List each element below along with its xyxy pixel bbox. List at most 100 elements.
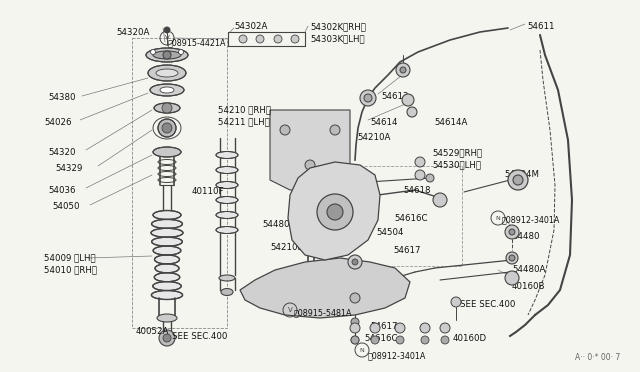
Text: 54530〈LH〉: 54530〈LH〉 <box>432 160 481 169</box>
Text: 54617: 54617 <box>393 246 420 255</box>
Text: 40110F: 40110F <box>192 187 225 196</box>
Text: V: V <box>287 307 292 313</box>
Text: 54036: 54036 <box>48 186 76 195</box>
Circle shape <box>256 35 264 43</box>
Text: 54320: 54320 <box>48 148 76 157</box>
Text: 54504M: 54504M <box>504 170 539 179</box>
Ellipse shape <box>160 87 174 93</box>
Circle shape <box>396 63 410 77</box>
Ellipse shape <box>153 51 181 59</box>
Circle shape <box>509 255 515 261</box>
Ellipse shape <box>216 182 238 189</box>
Text: SEE SEC.400: SEE SEC.400 <box>172 332 227 341</box>
Circle shape <box>350 323 360 333</box>
Text: SEE SEC.400: SEE SEC.400 <box>460 300 515 309</box>
Circle shape <box>317 194 353 230</box>
Circle shape <box>505 271 519 285</box>
Circle shape <box>426 174 434 182</box>
Text: 54480A: 54480A <box>512 265 545 274</box>
Text: 40052A: 40052A <box>136 327 170 336</box>
Text: 54329: 54329 <box>55 164 83 173</box>
Circle shape <box>351 336 359 344</box>
Circle shape <box>162 103 172 113</box>
Circle shape <box>274 35 282 43</box>
Circle shape <box>352 259 358 265</box>
Text: 54617: 54617 <box>370 322 397 331</box>
Text: Ⓥ08915-5481A: Ⓥ08915-5481A <box>294 308 353 317</box>
Circle shape <box>159 330 175 346</box>
Ellipse shape <box>162 123 172 133</box>
Circle shape <box>163 51 171 59</box>
Text: 54210A: 54210A <box>357 133 390 142</box>
Ellipse shape <box>154 273 180 282</box>
Text: N: N <box>360 347 364 353</box>
Text: 54611: 54611 <box>527 22 554 31</box>
Text: 54380: 54380 <box>48 93 76 102</box>
Ellipse shape <box>154 103 180 113</box>
Circle shape <box>179 49 184 55</box>
Text: ⓓ08912-3401A: ⓓ08912-3401A <box>368 351 426 360</box>
Polygon shape <box>288 162 380 260</box>
Text: 54504: 54504 <box>376 228 403 237</box>
Circle shape <box>421 336 429 344</box>
Text: 54613: 54613 <box>381 92 408 101</box>
Bar <box>342 166 462 266</box>
Ellipse shape <box>158 119 176 137</box>
Ellipse shape <box>150 84 184 96</box>
Circle shape <box>396 336 404 344</box>
Text: ⓓ08912-3401A: ⓓ08912-3401A <box>502 215 561 224</box>
Polygon shape <box>270 110 350 190</box>
Text: 54026: 54026 <box>44 118 72 127</box>
Circle shape <box>407 107 417 117</box>
Circle shape <box>441 336 449 344</box>
Ellipse shape <box>153 246 181 255</box>
Circle shape <box>415 157 425 167</box>
Ellipse shape <box>216 151 238 158</box>
Circle shape <box>150 49 156 55</box>
Circle shape <box>402 94 414 106</box>
Ellipse shape <box>151 228 183 237</box>
Text: N: N <box>495 215 500 221</box>
Ellipse shape <box>148 65 186 81</box>
Text: 54618: 54618 <box>403 186 431 195</box>
Circle shape <box>400 67 406 73</box>
Circle shape <box>415 170 425 180</box>
Text: 54529〈RH〉: 54529〈RH〉 <box>432 148 482 157</box>
Circle shape <box>420 323 430 333</box>
Text: 54614A: 54614A <box>434 118 467 127</box>
Ellipse shape <box>154 255 179 264</box>
Ellipse shape <box>152 219 182 228</box>
Circle shape <box>371 336 379 344</box>
Ellipse shape <box>152 291 182 299</box>
Text: Ⓥ08915-4421A: Ⓥ08915-4421A <box>168 38 227 47</box>
Circle shape <box>509 229 515 235</box>
Circle shape <box>280 125 290 135</box>
Ellipse shape <box>153 282 181 291</box>
Text: 54050: 54050 <box>52 202 79 211</box>
Text: A·· 0·* 00· 7: A·· 0·* 00· 7 <box>575 353 620 362</box>
Text: 54614: 54614 <box>370 118 397 127</box>
Circle shape <box>164 27 170 33</box>
Text: 40160B: 40160B <box>512 282 545 291</box>
Circle shape <box>360 90 376 106</box>
Ellipse shape <box>153 211 181 219</box>
Ellipse shape <box>157 314 177 322</box>
Ellipse shape <box>219 275 235 281</box>
Circle shape <box>370 323 380 333</box>
Circle shape <box>327 204 343 220</box>
Circle shape <box>291 35 299 43</box>
Ellipse shape <box>216 196 238 203</box>
Text: V: V <box>164 35 170 41</box>
Circle shape <box>395 323 405 333</box>
Circle shape <box>451 297 461 307</box>
Text: 40160D: 40160D <box>453 334 487 343</box>
Text: 54616C: 54616C <box>394 214 428 223</box>
Circle shape <box>506 252 518 264</box>
Circle shape <box>351 336 359 344</box>
Text: 54616C: 54616C <box>364 334 397 343</box>
Ellipse shape <box>221 289 233 295</box>
Ellipse shape <box>153 147 181 157</box>
Ellipse shape <box>216 227 238 234</box>
Text: 54210 〈RH〉: 54210 〈RH〉 <box>218 105 271 114</box>
Text: 54010 〈RH〉: 54010 〈RH〉 <box>44 265 97 274</box>
